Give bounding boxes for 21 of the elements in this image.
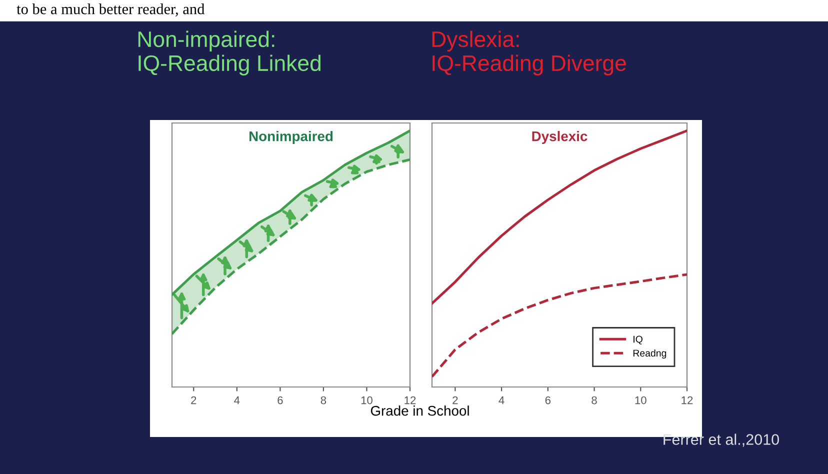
x-tick-label: 4 <box>234 396 240 404</box>
x-tick-label: 12 <box>404 396 416 404</box>
text: Dyslexia: IQ-Reading Diverge <box>432 30 626 76</box>
x-tick-label: 12 <box>682 396 693 404</box>
x-tick-label: 2 <box>452 396 458 404</box>
x-tick-label: 10 <box>361 396 372 404</box>
text: Ferrer et al.,2010 <box>664 434 779 447</box>
chart-title: Nonimpaired <box>249 131 333 144</box>
x-tick-label: 10 <box>635 396 646 404</box>
legend-label: Readng <box>633 349 666 359</box>
text: Non-impaired: IQ-Reading Linked <box>138 30 320 76</box>
x-tick-label: 6 <box>545 396 551 404</box>
x-tick-label: 4 <box>498 396 504 404</box>
x-tick-label: 2 <box>191 396 196 404</box>
chart-title: Dyslexic <box>532 131 588 144</box>
text: to be a much better reader, and <box>16 4 205 16</box>
x-tick-label: 6 <box>278 396 283 404</box>
x-tick-label: 8 <box>320 396 326 404</box>
x-axis-title: Grade in School <box>370 406 469 416</box>
legend-label: IQ <box>634 336 642 344</box>
x-tick-label: 8 <box>592 396 597 404</box>
